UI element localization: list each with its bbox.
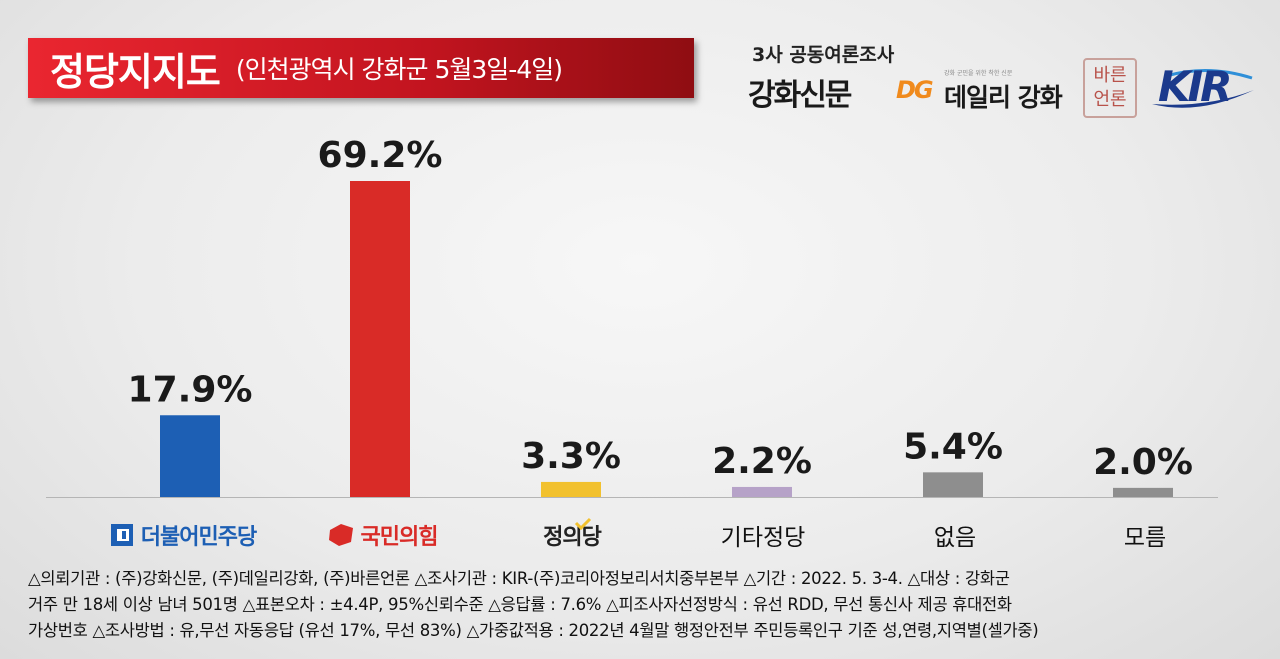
page-subtitle: (인천광역시 강화군 5월3일-4일) [235, 55, 563, 84]
bar-value-label-1: 69.2% [318, 135, 443, 176]
category-label-ppp: 국민의힘 [302, 515, 462, 555]
footnote-line-2: 거주 만 18세 이상 남녀 501명 △표본오차 : ±4.4P, 95%신뢰… [28, 595, 1012, 614]
ppp-logo-icon [328, 524, 353, 546]
bareun-logo: 바른 언론 [1083, 58, 1137, 118]
bar-3 [732, 486, 792, 497]
dg-logo-mark: DG [896, 76, 934, 104]
bar-value-label-3: 2.2% [712, 441, 812, 482]
justice-party-label: 정의당 [543, 525, 602, 550]
bareun-logo-top: 바른 [1093, 65, 1127, 86]
justice-check-icon [574, 517, 592, 531]
category-label-unknown: 모름 [1070, 515, 1220, 555]
category-label-none: 없음 [880, 515, 1030, 555]
kir-logo: KIR [1158, 62, 1232, 111]
category-label-justice: 정의당 [502, 515, 642, 555]
page-title: 정당지지도 [50, 49, 221, 94]
bar-2 [541, 481, 601, 497]
daily-ganghwa-logo: 데일리 강화 [944, 83, 1063, 112]
other-label: 기타정당 [720, 525, 806, 551]
category-label-other: 기타정당 [688, 515, 838, 555]
democratic-party-label: 더불어민주당 [140, 525, 257, 550]
bar-value-label-4: 5.4% [903, 426, 1003, 467]
title-bar: 정당지지도 (인천광역시 강화군 5월3일-4일) [28, 38, 694, 98]
dg-logo-tagline: 강화 군민을 위한 착한 신문 [944, 70, 1013, 77]
footnotes: △의뢰기관 : (주)강화신문, (주)데일리강화, (주)바른언론 △조사기관… [28, 566, 1039, 644]
bareun-logo-bottom: 언론 [1093, 89, 1127, 110]
democratic-party-logo-icon [110, 524, 133, 546]
unknown-label: 모름 [1123, 525, 1167, 551]
ganghwa-logo: 강화신문 [748, 78, 852, 113]
bar-value-label-0: 17.9% [128, 369, 253, 410]
party-support-chart: 17.9% 69.2% 3.3% 2.2% 5.4% 2.0% [46, 135, 1218, 498]
category-label-democratic: 더불어민주당 [100, 515, 265, 555]
bar-4 [923, 472, 983, 497]
ppp-label: 국민의힘 [360, 525, 439, 550]
bar-1 [350, 181, 410, 497]
kir-swoosh-icon [1152, 69, 1254, 108]
survey-label: 3사 공동여론조사 [752, 44, 895, 66]
footnote-line-3: 가상번호 △조사방법 : 유,무선 자동응답 (유선 17%, 무선 83%) … [28, 621, 1039, 640]
footnote-line-1: △의뢰기관 : (주)강화신문, (주)데일리강화, (주)바른언론 △조사기관… [28, 569, 1010, 588]
bar-5 [1113, 487, 1173, 497]
bar-0 [160, 415, 220, 497]
bar-value-label-5: 2.0% [1093, 442, 1193, 483]
bar-value-label-2: 3.3% [521, 436, 621, 477]
none-label: 없음 [933, 525, 977, 551]
